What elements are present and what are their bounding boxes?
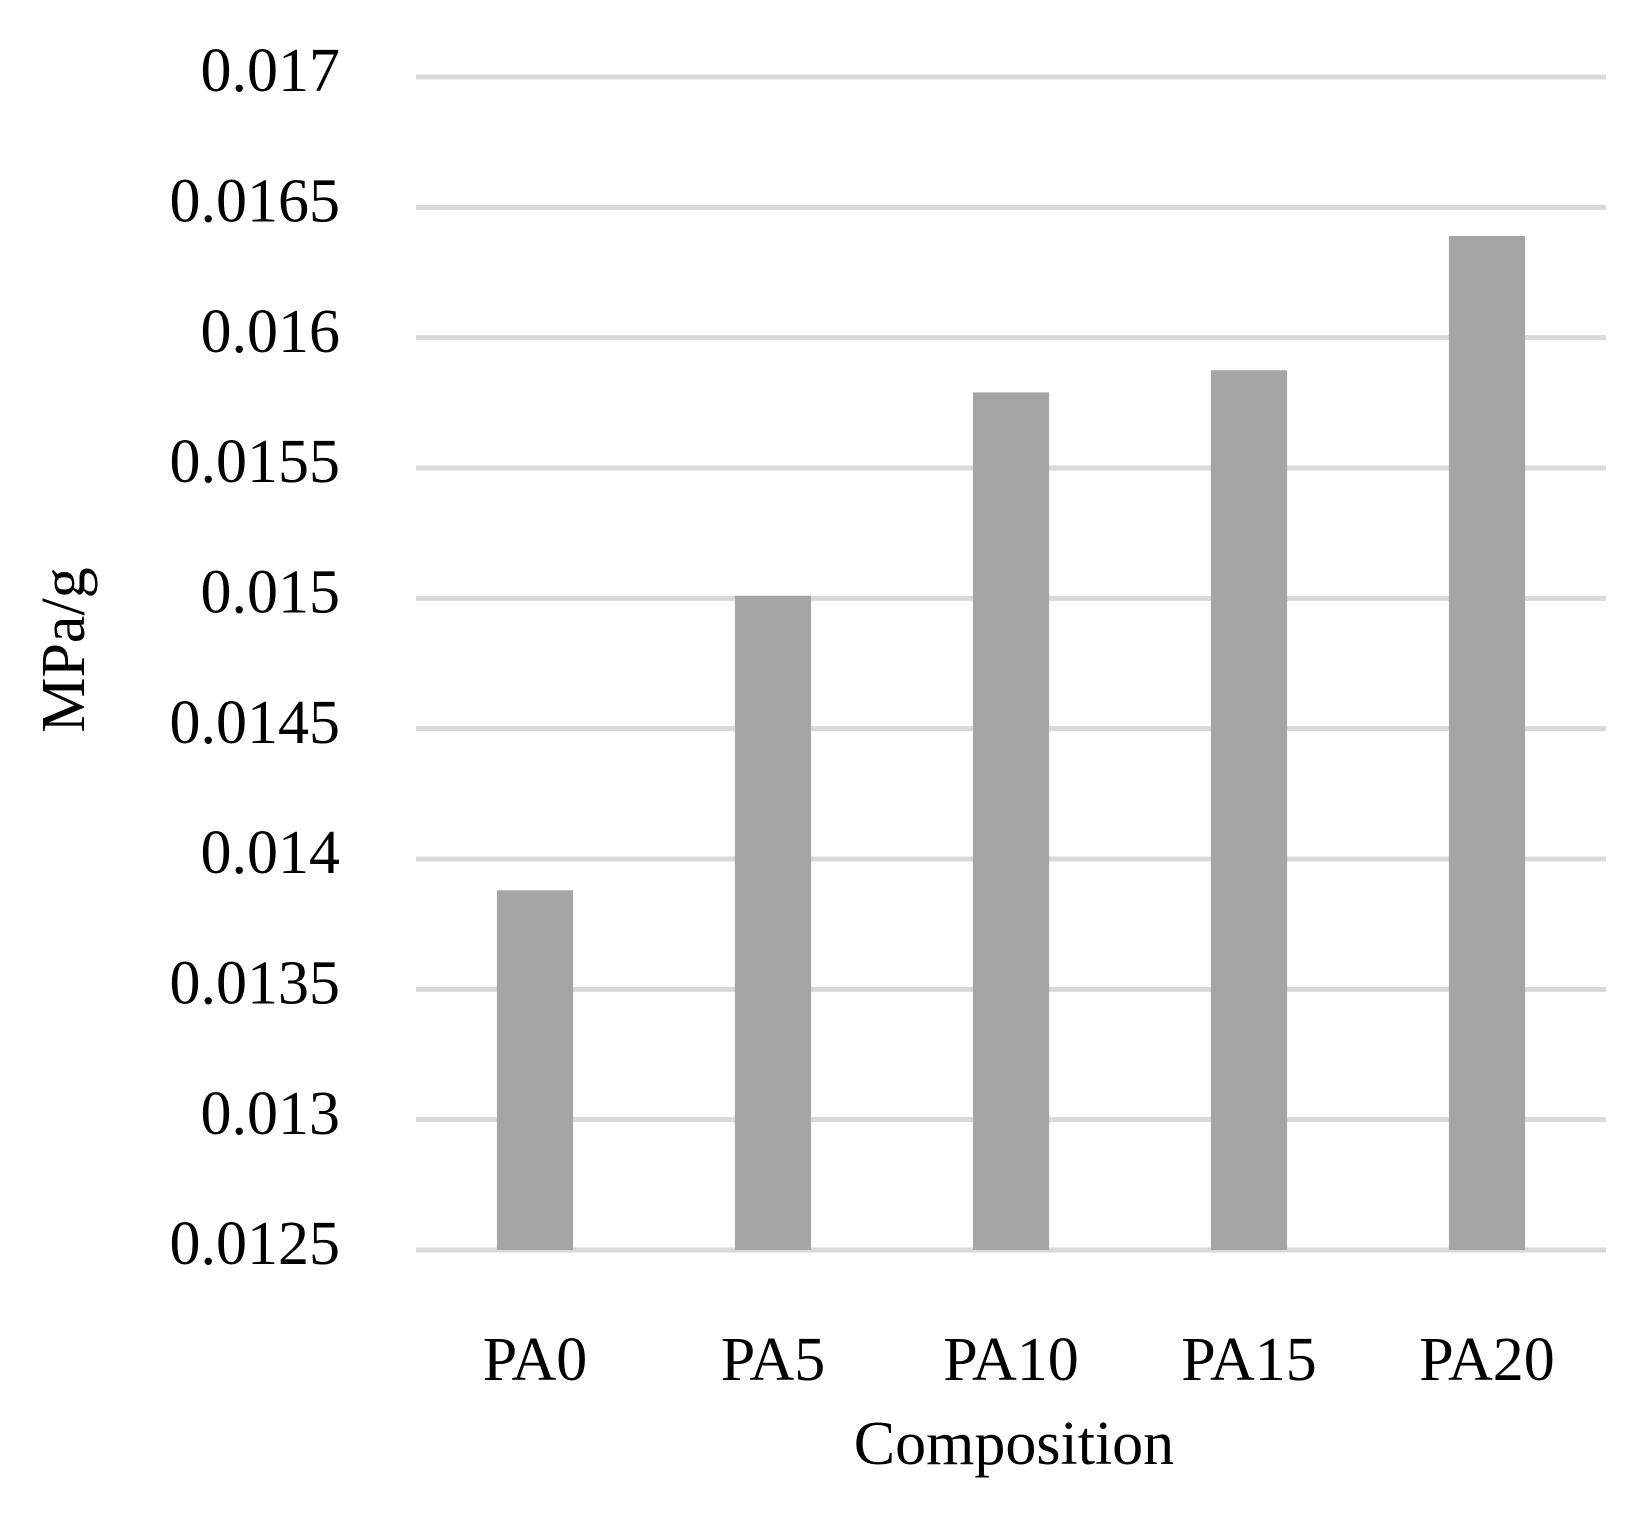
y-axis-label: MPa/g [30,567,98,732]
y-tick-label: 0.014 [201,819,341,887]
x-tick-label: PA0 [483,1326,588,1394]
bar [1448,236,1526,1251]
y-tick-label: 0.017 [201,37,341,105]
y-tick-label: 0.015 [201,559,341,627]
y-tick-label: 0.0155 [170,428,341,496]
x-tick-label: PA10 [943,1326,1079,1394]
y-tick-label: 0.0135 [170,950,341,1018]
bar [972,392,1050,1250]
x-tick-label: PA15 [1181,1326,1317,1394]
x-tick-label: PA5 [721,1326,826,1394]
y-tick-label: 0.0165 [170,168,341,236]
y-tick-label: 0.0145 [170,689,341,757]
bar [734,595,812,1250]
bar [496,890,574,1250]
y-tick-label: 0.0125 [170,1210,341,1278]
x-axis-label: Composition [854,1410,1174,1478]
y-tick-label: 0.016 [201,298,341,366]
bar [1210,370,1288,1250]
y-tick-label: 0.013 [201,1080,341,1148]
x-tick-label: PA20 [1419,1326,1555,1394]
